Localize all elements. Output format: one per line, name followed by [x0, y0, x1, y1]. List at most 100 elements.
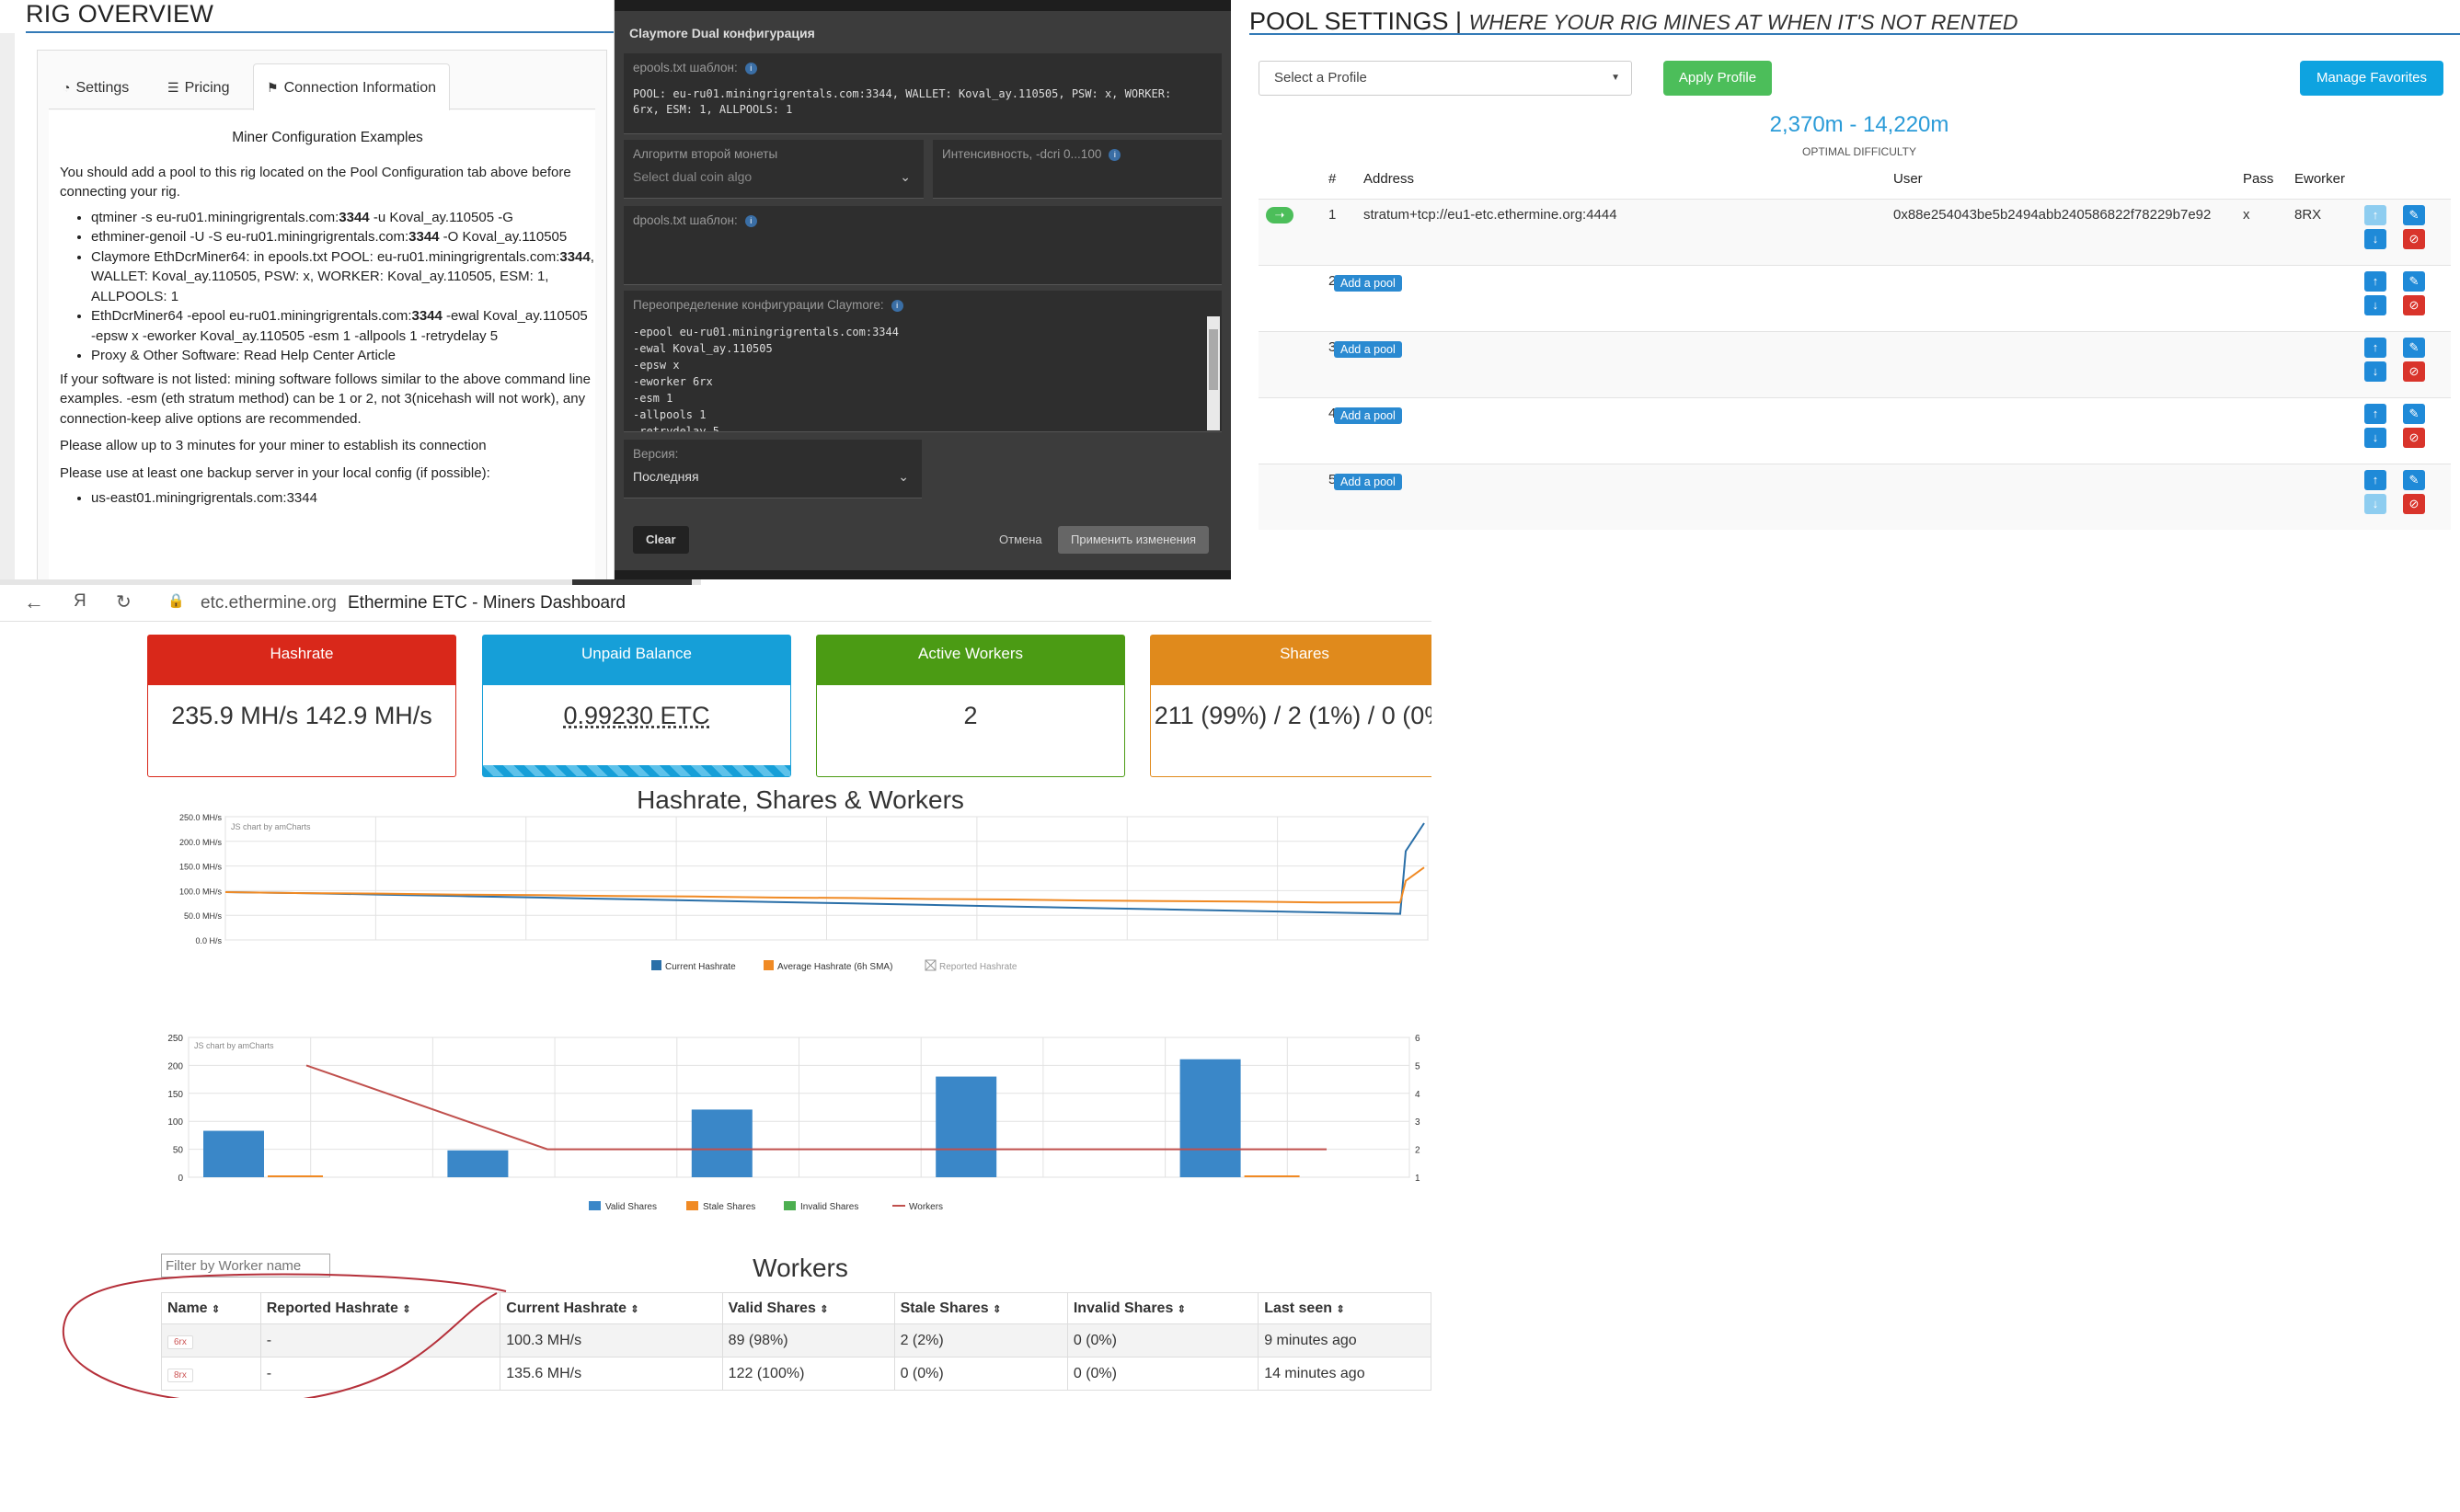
sidebar-strip [0, 33, 15, 579]
info-icon: i [744, 62, 757, 74]
scrollbar[interactable] [1207, 316, 1220, 430]
legend-item[interactable]: Valid Shares [589, 1201, 657, 1212]
rig-tabs: ◔ Settings ☰ Pricing ⚑ Connection Informati… [49, 63, 595, 110]
dpools-field[interactable]: dpools.txt шаблон: i [624, 206, 1222, 285]
worker-name-link[interactable]: 6rx [167, 1334, 193, 1349]
row-number: 1 [1328, 207, 1337, 223]
edit-icon[interactable]: ✎ [2403, 404, 2425, 424]
delete-icon[interactable]: ⊘ [2403, 295, 2425, 315]
delete-icon[interactable]: ⊘ [2403, 361, 2425, 382]
column-header[interactable]: Stale Shares ⇕ [893, 1292, 1068, 1324]
legend-item[interactable]: Invalid Shares [784, 1201, 858, 1212]
card-value: 0.99230 ETC [563, 702, 710, 729]
move-up-icon[interactable]: ↑ [2364, 205, 2386, 225]
pool-pass: x [2243, 207, 2250, 223]
delete-icon[interactable]: ⊘ [2403, 229, 2425, 249]
difficulty-label: OPTIMAL DIFFICULTY [1801, 145, 1916, 158]
delete-icon[interactable]: ⊘ [2403, 428, 2425, 448]
move-down-icon[interactable]: ↓ [2364, 428, 2386, 448]
column-header[interactable]: Name ⇕ [161, 1292, 261, 1324]
override-config-field[interactable]: Переопределение конфигурации Claymore: i … [624, 291, 1222, 432]
profile-select[interactable]: Select a Profile ▼ [1259, 61, 1632, 96]
reload-icon[interactable]: ↻ [116, 592, 132, 613]
table-cell: 89 (98%) [721, 1323, 895, 1357]
add-pool-button[interactable]: Add a pool [1334, 407, 1402, 424]
cancel-button[interactable]: Отмена [999, 533, 1042, 546]
stale-shares-bar[interactable] [1244, 1175, 1300, 1177]
valid-shares-bar[interactable] [691, 1109, 753, 1177]
legend-item[interactable]: Stale Shares [686, 1201, 755, 1212]
legend-swatch [589, 1201, 601, 1210]
pool-address: stratum+tcp://eu1-etc.ethermine.org:4444 [1363, 207, 1617, 223]
list-icon: ☰ [167, 80, 179, 95]
worker-name-link[interactable]: 8rx [167, 1368, 193, 1382]
intensity-field[interactable]: Интенсивность, -dcri 0...100 i [933, 140, 1222, 199]
hashrate-line-chart: 250.0 MH/s 200.0 MH/s 150.0 MH/s 100.0 MH/s… [179, 813, 1429, 972]
move-down-icon[interactable]: ↓ [2364, 361, 2386, 382]
column-header[interactable]: Reported Hashrate ⇕ [259, 1292, 501, 1324]
manage-favorites-button[interactable]: Manage Favorites [2300, 61, 2443, 96]
delete-icon[interactable]: ⊘ [2403, 494, 2425, 514]
edit-icon[interactable]: ✎ [2403, 338, 2425, 358]
move-up-icon[interactable]: ↑ [2364, 338, 2386, 358]
valid-shares-bar[interactable] [936, 1076, 997, 1177]
column-header[interactable]: Last seen ⇕ [1258, 1292, 1431, 1324]
legend-item[interactable]: Current Hashrate [651, 960, 736, 972]
back-arrow-icon[interactable]: ← [24, 590, 44, 613]
yandex-logo-icon[interactable]: Я [74, 591, 86, 611]
col-user: User [1893, 171, 1923, 187]
tab-pricing-label: Pricing [184, 80, 230, 96]
add-pool-button[interactable]: Add a pool [1334, 474, 1402, 490]
sort-icon: ⇕ [993, 1303, 1002, 1315]
edit-icon[interactable]: ✎ [2403, 205, 2425, 225]
legend-item[interactable]: Reported Hashrate [925, 959, 1017, 972]
apply-profile-button[interactable]: Apply Profile [1663, 61, 1772, 96]
valid-shares-bar[interactable] [447, 1150, 509, 1177]
scrollbar-thumb[interactable] [1209, 329, 1218, 390]
move-up-icon[interactable]: ↑ [2364, 404, 2386, 424]
valid-shares-bar[interactable] [1179, 1059, 1241, 1177]
lock-icon: 🔒 [167, 593, 185, 609]
move-up-icon[interactable]: ↑ [2364, 470, 2386, 490]
add-pool-button[interactable]: Add a pool [1334, 341, 1402, 358]
epools-value: POOL: eu-ru01.miningrigrentals.com:3344,… [633, 87, 1172, 116]
column-header[interactable]: Invalid Shares ⇕ [1066, 1292, 1259, 1324]
dual-algo-select[interactable]: Алгоритм второй монеты Select dual coin … [624, 140, 924, 199]
edit-icon[interactable]: ✎ [2403, 470, 2425, 490]
help-center-link[interactable]: Proxy & Other Software: Read Help Center… [91, 346, 595, 366]
version-select[interactable]: Версия: Последняя ⌄ [624, 440, 922, 498]
dashboard-icon: ◔ [63, 80, 71, 95]
move-down-icon[interactable]: ↓ [2364, 295, 2386, 315]
dpools-label: dpools.txt шаблон: [633, 213, 738, 227]
card-value: 235.9 MH/s 142.9 MH/s [171, 702, 432, 729]
title-underline [26, 31, 614, 33]
apply-changes-button[interactable]: Применить изменения [1058, 526, 1210, 554]
dialog-top-bar [615, 0, 1231, 11]
legend-item[interactable]: Average Hashrate (6h SMA) [764, 960, 892, 972]
column-header[interactable]: Current Hashrate ⇕ [500, 1292, 723, 1324]
col-pass: Pass [2243, 171, 2274, 187]
y-tick-label: 0 [178, 1174, 183, 1184]
workers-line [305, 1064, 1327, 1151]
stale-shares-bar[interactable] [268, 1175, 323, 1177]
tab-connection-information[interactable]: ⚑ Connection Information [253, 63, 450, 110]
legend-item[interactable]: Workers [892, 1202, 943, 1212]
edit-icon[interactable]: ✎ [2403, 271, 2425, 292]
move-up-icon[interactable]: ↑ [2364, 271, 2386, 292]
legend-label: Reported Hashrate [939, 962, 1017, 972]
table-cell: 6rx [161, 1323, 261, 1357]
url-text[interactable]: etc.ethermine.org [201, 593, 337, 613]
legend-swatch [784, 1201, 796, 1210]
card-header: Unpaid Balance [483, 636, 790, 685]
column-header[interactable]: Valid Shares ⇕ [721, 1292, 895, 1324]
note-text: If your software is not listed: mining s… [60, 371, 591, 427]
add-pool-button[interactable]: Add a pool [1334, 275, 1402, 292]
clear-button[interactable]: Clear [633, 526, 689, 554]
epools-field[interactable]: epools.txt шаблон: i POOL: eu-ru01.mining… [624, 53, 1222, 134]
valid-shares-bar[interactable] [203, 1130, 264, 1177]
move-down-icon[interactable]: ↓ [2364, 229, 2386, 249]
tab-pricing[interactable]: ☰ Pricing [154, 63, 243, 109]
tab-settings[interactable]: ◔ Settings [49, 63, 143, 109]
algo-label: Алгоритм второй монеты [633, 147, 778, 161]
move-down-icon[interactable]: ↓ [2364, 494, 2386, 514]
